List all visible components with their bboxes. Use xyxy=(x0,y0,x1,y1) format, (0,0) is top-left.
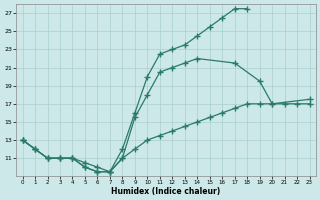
X-axis label: Humidex (Indice chaleur): Humidex (Indice chaleur) xyxy=(111,187,221,196)
